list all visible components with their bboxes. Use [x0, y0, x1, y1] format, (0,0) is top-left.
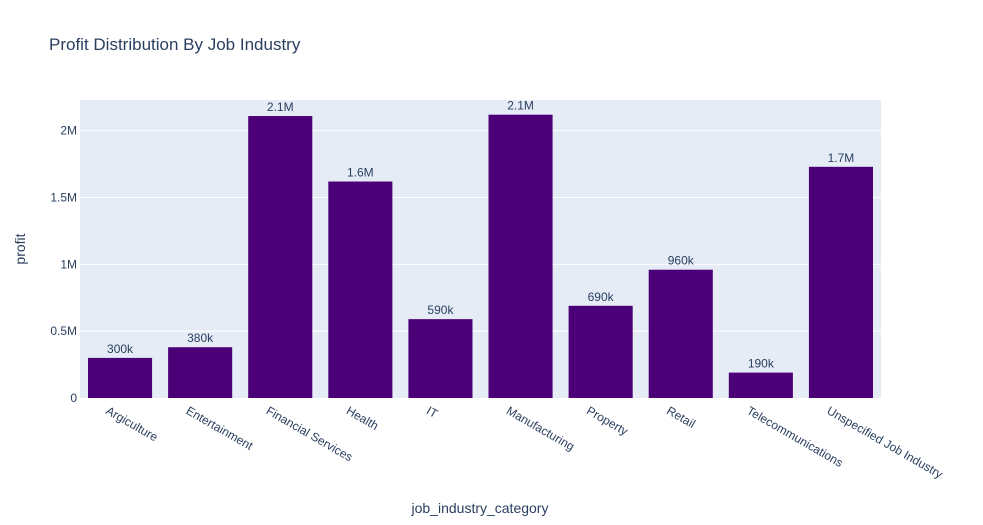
bar — [728, 372, 793, 398]
bar-data-label: 2.1M — [267, 100, 294, 114]
bar-data-label: 300k — [107, 342, 134, 356]
bar — [328, 181, 393, 398]
x-axis-title: job_industry_category — [411, 500, 549, 516]
bars — [88, 114, 873, 398]
bar — [648, 269, 713, 398]
bar-data-label: 960k — [668, 254, 695, 268]
y-tick-label: 1M — [60, 257, 77, 271]
bar-data-label: 1.6M — [347, 166, 374, 180]
y-tick-label: 0.5M — [50, 324, 77, 338]
bar-data-label: 190k — [748, 357, 775, 371]
bar-data-label: 2.1M — [507, 99, 534, 113]
y-tick-label: 0 — [70, 391, 77, 405]
bar — [88, 357, 153, 398]
y-tick-label: 1.5M — [50, 191, 77, 205]
bar — [408, 319, 473, 398]
bar — [808, 166, 873, 398]
bar — [248, 116, 313, 398]
bar-data-label: 590k — [427, 303, 454, 317]
y-tick-label: 2M — [60, 124, 77, 138]
gridlines — [80, 130, 881, 332]
y-axis-ticks: 0 0.5M 1M 1.5M 2M — [50, 124, 77, 405]
data-labels: 300k 380k 2.1M 1.6M 590k 2.1M 690k 960k 190k 1.7M — [107, 99, 854, 371]
chart-title: Profit Distribution By Job Industry — [49, 35, 301, 54]
bar-data-label: 380k — [187, 331, 214, 345]
y-axis-title: profit — [12, 233, 28, 264]
bar-data-label: 690k — [588, 290, 615, 304]
bar — [488, 114, 553, 398]
bar — [568, 305, 633, 398]
bar-data-label: 1.7M — [828, 151, 855, 165]
bar — [168, 347, 233, 398]
